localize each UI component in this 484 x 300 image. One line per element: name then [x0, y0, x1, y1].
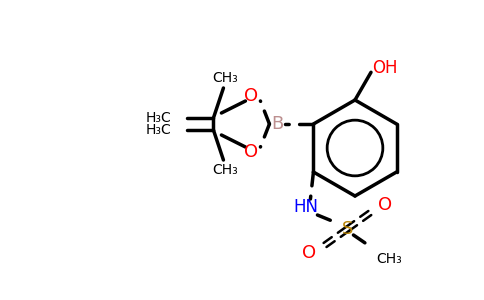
Text: B: B	[272, 115, 284, 133]
Text: OH: OH	[372, 59, 398, 77]
Text: HN: HN	[293, 198, 318, 216]
Text: O: O	[244, 87, 258, 105]
Text: O: O	[378, 196, 393, 214]
Text: H₃C: H₃C	[146, 111, 171, 125]
Text: O: O	[302, 244, 317, 262]
Text: H₃C: H₃C	[146, 123, 171, 137]
Text: CH₃: CH₃	[377, 252, 402, 266]
Text: CH₃: CH₃	[212, 71, 238, 85]
Text: CH₃: CH₃	[212, 163, 238, 177]
Text: O: O	[244, 143, 258, 161]
Text: S: S	[342, 220, 353, 238]
